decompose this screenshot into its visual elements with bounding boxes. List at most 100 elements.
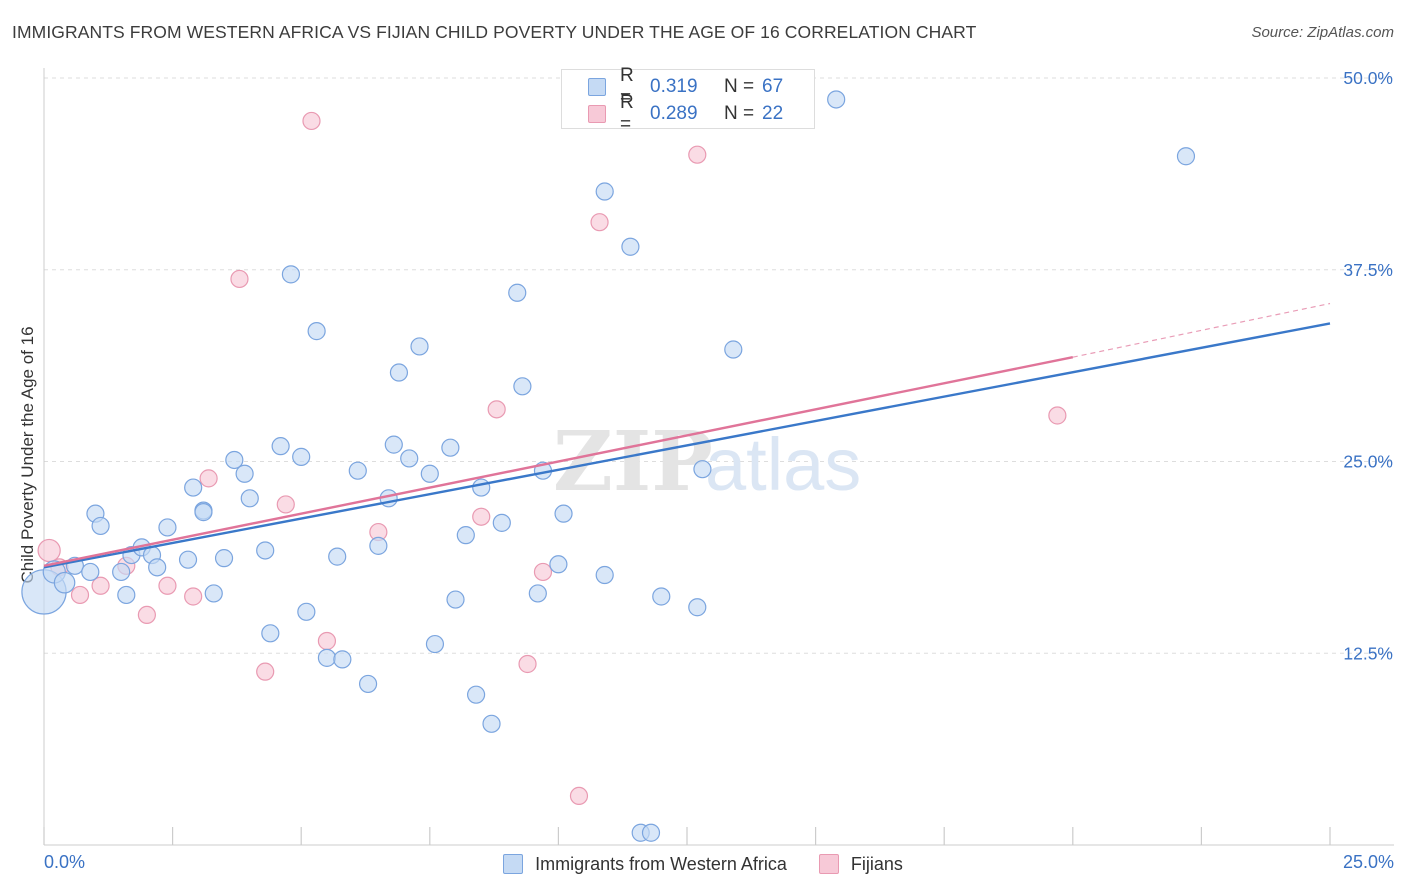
fijians-point (533, 562, 553, 582)
western-africa-point (297, 602, 316, 621)
legend-r-label: R = (620, 65, 634, 108)
western-africa-point (194, 503, 213, 522)
western-africa-point (472, 478, 491, 497)
source-label: Source: ZipAtlas.com (1251, 24, 1394, 41)
fijians-point (590, 213, 609, 232)
western-africa-point (420, 464, 439, 483)
legend-label-fijians: Fijians (850, 853, 903, 874)
western-africa-point (384, 435, 403, 454)
watermark: ZIP atlas (553, 414, 861, 510)
western-africa-point (348, 461, 367, 480)
western-africa-point (549, 555, 568, 574)
western-africa-point (81, 562, 100, 582)
western-africa-point (652, 587, 671, 606)
western-africa-point (281, 265, 301, 284)
legend-item-fijians[interactable]: Fijians (818, 853, 903, 875)
western-africa-point (112, 562, 131, 582)
western-africa-point (184, 478, 203, 497)
western-africa-points (21, 90, 1196, 842)
legend-n-value: 67 (762, 76, 784, 97)
western-africa-point (595, 565, 614, 585)
western-africa-point (389, 363, 409, 382)
fijians-point (256, 662, 275, 681)
western-africa-point (333, 650, 352, 669)
western-africa-point (641, 823, 661, 842)
fijians-point (184, 587, 203, 606)
western-africa-point (441, 438, 460, 457)
y-tick-labels: 12.5% 25.0% 37.5% 50.0% (1343, 68, 1393, 663)
western-africa-point (271, 437, 290, 456)
legend-r-label: R = (620, 92, 634, 135)
fijians-point (199, 469, 218, 488)
fijians-points (37, 111, 1067, 806)
legend-label-western-africa: Immigrants from Western Africa (535, 853, 787, 874)
western-africa-point (261, 624, 280, 643)
fijians-point (302, 111, 321, 131)
fijians-point (70, 585, 90, 605)
fijians-point (276, 495, 295, 514)
y-tick-label: 50.0% (1343, 68, 1393, 88)
western-africa-point (528, 584, 547, 603)
western-africa-point (456, 526, 475, 545)
chart-title: IMMIGRANTS FROM WESTERN AFRICA VS FIJIAN… (12, 22, 977, 42)
western-africa-point (1176, 147, 1196, 166)
legend-r-value: 0.289 (650, 103, 698, 124)
western-africa-trend-line (43, 322, 1331, 569)
fijians-point (317, 631, 337, 651)
western-africa-point (688, 598, 707, 617)
trend-lines (43, 302, 1331, 569)
fijians-point (569, 786, 589, 806)
western-africa-point (328, 547, 347, 566)
western-africa-point (225, 450, 244, 470)
fijians-trend-line (43, 356, 1074, 567)
x-axis-min-label: 0.0% (44, 852, 86, 872)
western-africa-point (827, 90, 846, 109)
western-africa-point (317, 648, 337, 667)
fijians-point (472, 507, 491, 526)
legend-r-value: 0.319 (650, 76, 698, 97)
y-tick-label: 12.5% (1343, 643, 1393, 663)
fijians-point (37, 538, 61, 563)
western-africa-point (621, 237, 640, 256)
fijians-trend-extension (1072, 302, 1331, 358)
legend-swatch-pink (588, 105, 606, 123)
western-africa-point (508, 283, 527, 302)
western-africa-point (358, 674, 378, 694)
western-africa-point (400, 449, 419, 468)
y-tick-label: 37.5% (1343, 260, 1393, 280)
legend-n-label: N = (724, 76, 755, 97)
axes (43, 68, 1394, 846)
legend-swatch-pink (818, 854, 839, 874)
western-africa-point (53, 571, 76, 594)
gridlines (44, 77, 1394, 654)
western-africa-point (256, 541, 275, 560)
correlation-legend: R = 0.319 N = 67 R = 0.289 N = 22 (561, 65, 815, 135)
fijians-point (137, 605, 156, 625)
series-legend: Immigrants from Western Africa Fijians (0, 851, 1406, 877)
western-africa-point (482, 714, 501, 733)
western-africa-point (466, 685, 486, 704)
western-africa-point (492, 513, 511, 532)
watermark-atlas: atlas (705, 423, 861, 506)
x-axis-max-label: 25.0% (1342, 852, 1394, 872)
western-africa-point (117, 585, 136, 605)
fijians-point (1048, 406, 1067, 425)
western-africa-point (554, 504, 573, 523)
fijians-point (518, 654, 537, 674)
legend-swatch-blue (588, 78, 606, 96)
legend-item-western-africa[interactable]: Immigrants from Western Africa (503, 854, 787, 875)
watermark-zip: ZIP (553, 414, 713, 510)
fijians-point (230, 269, 249, 289)
western-africa-point (595, 182, 614, 201)
fijians-point (158, 576, 177, 595)
legend-row-western-africa: R = 0.319 N = 67 (588, 65, 784, 108)
western-africa-point (158, 518, 177, 537)
western-africa-point (693, 460, 712, 479)
western-africa-point (425, 634, 445, 654)
fijians-point (487, 400, 506, 419)
western-africa-point (214, 549, 234, 568)
western-africa-point (369, 536, 388, 555)
western-africa-point (724, 340, 743, 359)
western-africa-point (410, 337, 429, 356)
